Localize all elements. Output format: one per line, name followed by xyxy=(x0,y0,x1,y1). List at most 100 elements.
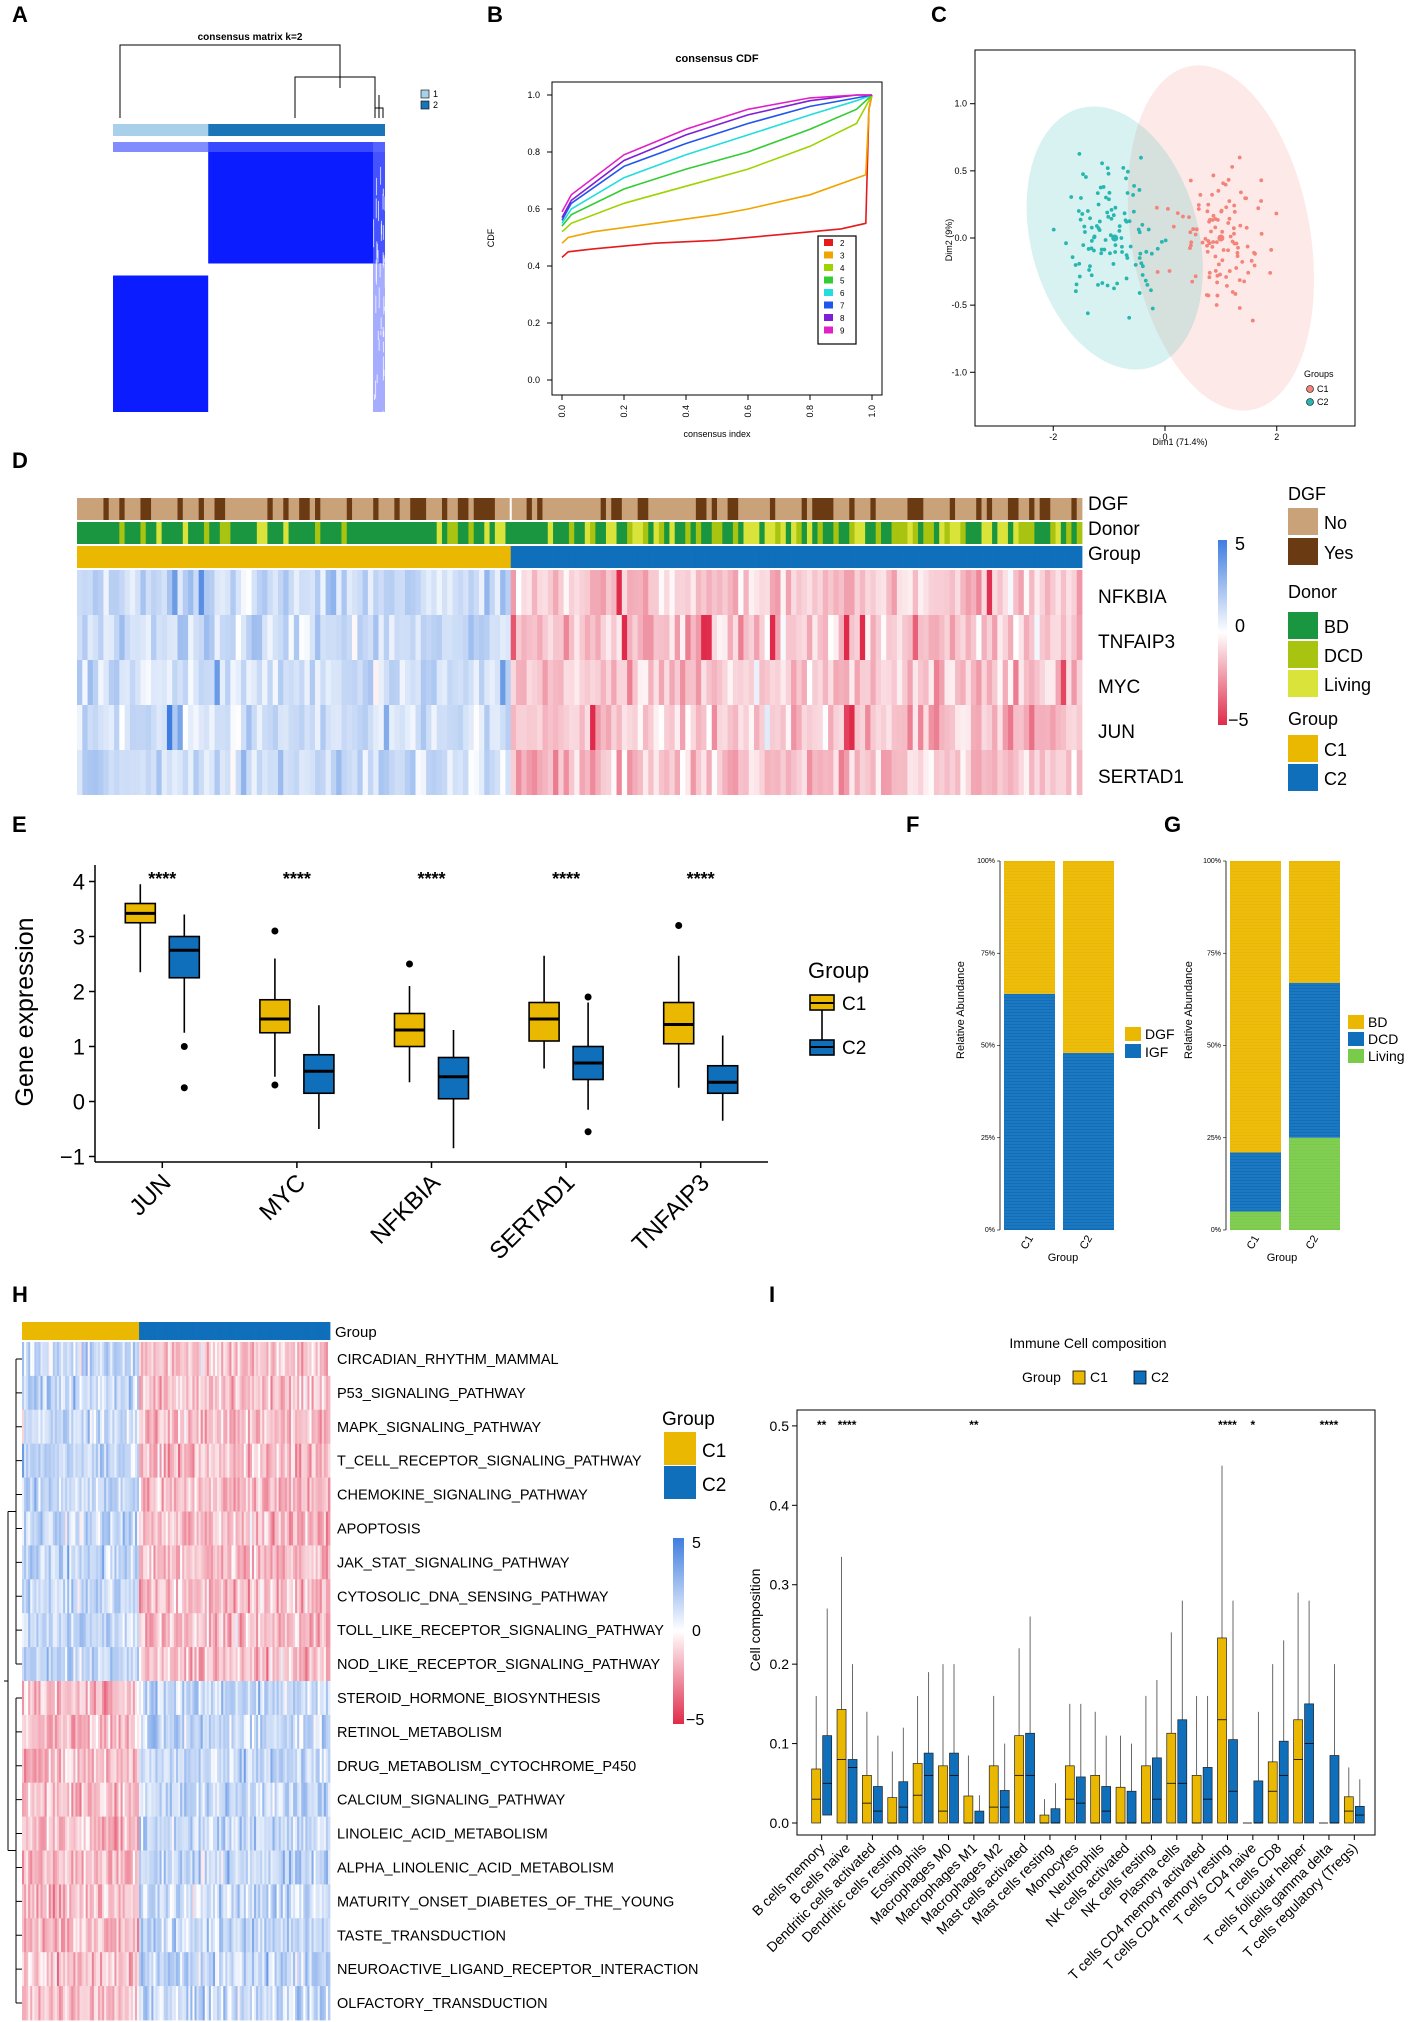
h-group-cell xyxy=(61,1322,64,1340)
h-cell xyxy=(321,1477,325,1512)
h-cell xyxy=(268,1375,271,1411)
h-cell xyxy=(100,1443,103,1478)
h-cell xyxy=(40,1714,43,1750)
dgf-cell xyxy=(859,498,866,520)
h-cell xyxy=(114,1477,117,1512)
h-cell xyxy=(143,1613,146,1648)
h-cell xyxy=(67,1782,70,1817)
h-cell xyxy=(65,1714,68,1750)
h-cell xyxy=(210,1782,214,1817)
d-cell-TNFAIP3 xyxy=(595,615,602,660)
h-cell xyxy=(38,1579,41,1614)
d-cell-MYC xyxy=(516,660,522,705)
h-cell xyxy=(233,1443,236,1478)
h-cell xyxy=(110,1816,113,1851)
h-group-cell xyxy=(136,1322,140,1340)
d-cell-MYC xyxy=(611,660,617,705)
point-C1 xyxy=(1154,205,1159,210)
h-cell xyxy=(89,1613,93,1648)
h-cell xyxy=(93,1511,97,1546)
d-cell-TNFAIP3 xyxy=(558,615,565,660)
h-cell xyxy=(143,1443,146,1478)
h-group-cell xyxy=(237,1322,241,1340)
h-cell xyxy=(219,1477,222,1512)
d-cell-SERTAD1 xyxy=(907,750,914,795)
h-cell xyxy=(93,1681,97,1716)
d-cell-MYC xyxy=(531,660,538,705)
stack-bar-C2-DCD xyxy=(1289,982,1340,1138)
d-cell-SERTAD1 xyxy=(727,750,734,795)
h-cell xyxy=(299,1782,302,1817)
d-cell-MYC xyxy=(764,660,771,705)
d-cell-TNFAIP3 xyxy=(822,615,829,660)
h-cell xyxy=(46,1816,50,1851)
d-cell-JUN xyxy=(955,705,961,750)
d-cell-TNFAIP3 xyxy=(1071,615,1078,660)
h-cell xyxy=(104,1816,107,1851)
h-cell xyxy=(194,1816,197,1851)
h-cell xyxy=(97,1545,101,1580)
point-C2 xyxy=(1122,211,1127,216)
h-cell xyxy=(204,1613,208,1648)
h-cell xyxy=(120,1850,124,1885)
e-box-C1-MYC xyxy=(259,998,291,1034)
point-C1 xyxy=(1250,318,1255,323)
dgf-cell xyxy=(468,498,475,520)
d-cell-MYC xyxy=(658,660,665,705)
h-cell xyxy=(200,1511,204,1546)
d-cell-MYC xyxy=(320,660,327,705)
h-cell xyxy=(83,1409,87,1445)
group-cell xyxy=(352,546,358,568)
d-cell-TNFAIP3 xyxy=(759,615,766,660)
h-cell xyxy=(95,1613,99,1648)
h-cell xyxy=(159,1782,163,1817)
d-cell-JUN xyxy=(92,705,99,750)
h-cell xyxy=(104,1748,107,1784)
h-cell xyxy=(227,1545,230,1580)
h-cell xyxy=(286,1342,290,1377)
h-cell xyxy=(52,1782,56,1817)
d-cell-SERTAD1 xyxy=(791,750,797,795)
h-cell xyxy=(301,1613,304,1648)
h-cell xyxy=(251,1816,255,1851)
h-cell xyxy=(46,1477,50,1512)
d-cell-NFKBIA xyxy=(960,570,967,615)
matrix-noise xyxy=(383,331,385,338)
donor-cell xyxy=(293,522,300,544)
d-cell-JUN xyxy=(558,705,565,750)
d-cell-MYC xyxy=(500,660,506,705)
donor-cell xyxy=(574,522,580,544)
h-cell xyxy=(83,1511,87,1546)
donor-cell xyxy=(441,522,448,544)
h-group-cell xyxy=(128,1322,132,1340)
point-C2 xyxy=(1128,244,1133,249)
h-cell xyxy=(95,1545,99,1580)
donor-cell xyxy=(1007,522,1014,544)
c-ytick-label: -0.5 xyxy=(951,300,967,310)
dgf-cell xyxy=(960,498,967,520)
h-cell xyxy=(173,1342,177,1377)
h-cell xyxy=(34,1850,37,1885)
h-cell xyxy=(124,1443,128,1478)
h-group-cell xyxy=(200,1322,204,1340)
h-cell xyxy=(212,1409,216,1445)
d-cell-NFKBIA xyxy=(600,570,607,615)
d-cell-JUN xyxy=(272,705,279,750)
d-cell-NFKBIA xyxy=(436,570,443,615)
point-C2 xyxy=(1089,273,1094,278)
e-box-C2-JUN xyxy=(168,935,201,979)
h-cell xyxy=(235,1409,238,1445)
donor-cell xyxy=(346,522,353,544)
h-cell xyxy=(258,1647,261,1682)
panel-d-colorbar-max: 5 xyxy=(1235,534,1245,554)
h-cell xyxy=(258,1579,261,1614)
h-cell xyxy=(136,1647,140,1682)
group-cell xyxy=(452,546,459,568)
h-cell xyxy=(145,1409,148,1445)
group-cell xyxy=(219,546,226,568)
c-ytick-label: 0.5 xyxy=(954,166,967,176)
h-cell xyxy=(63,1681,66,1716)
d-cell-JUN xyxy=(928,705,935,750)
dgf-cell xyxy=(785,498,792,520)
d-cell-TNFAIP3 xyxy=(627,615,633,660)
